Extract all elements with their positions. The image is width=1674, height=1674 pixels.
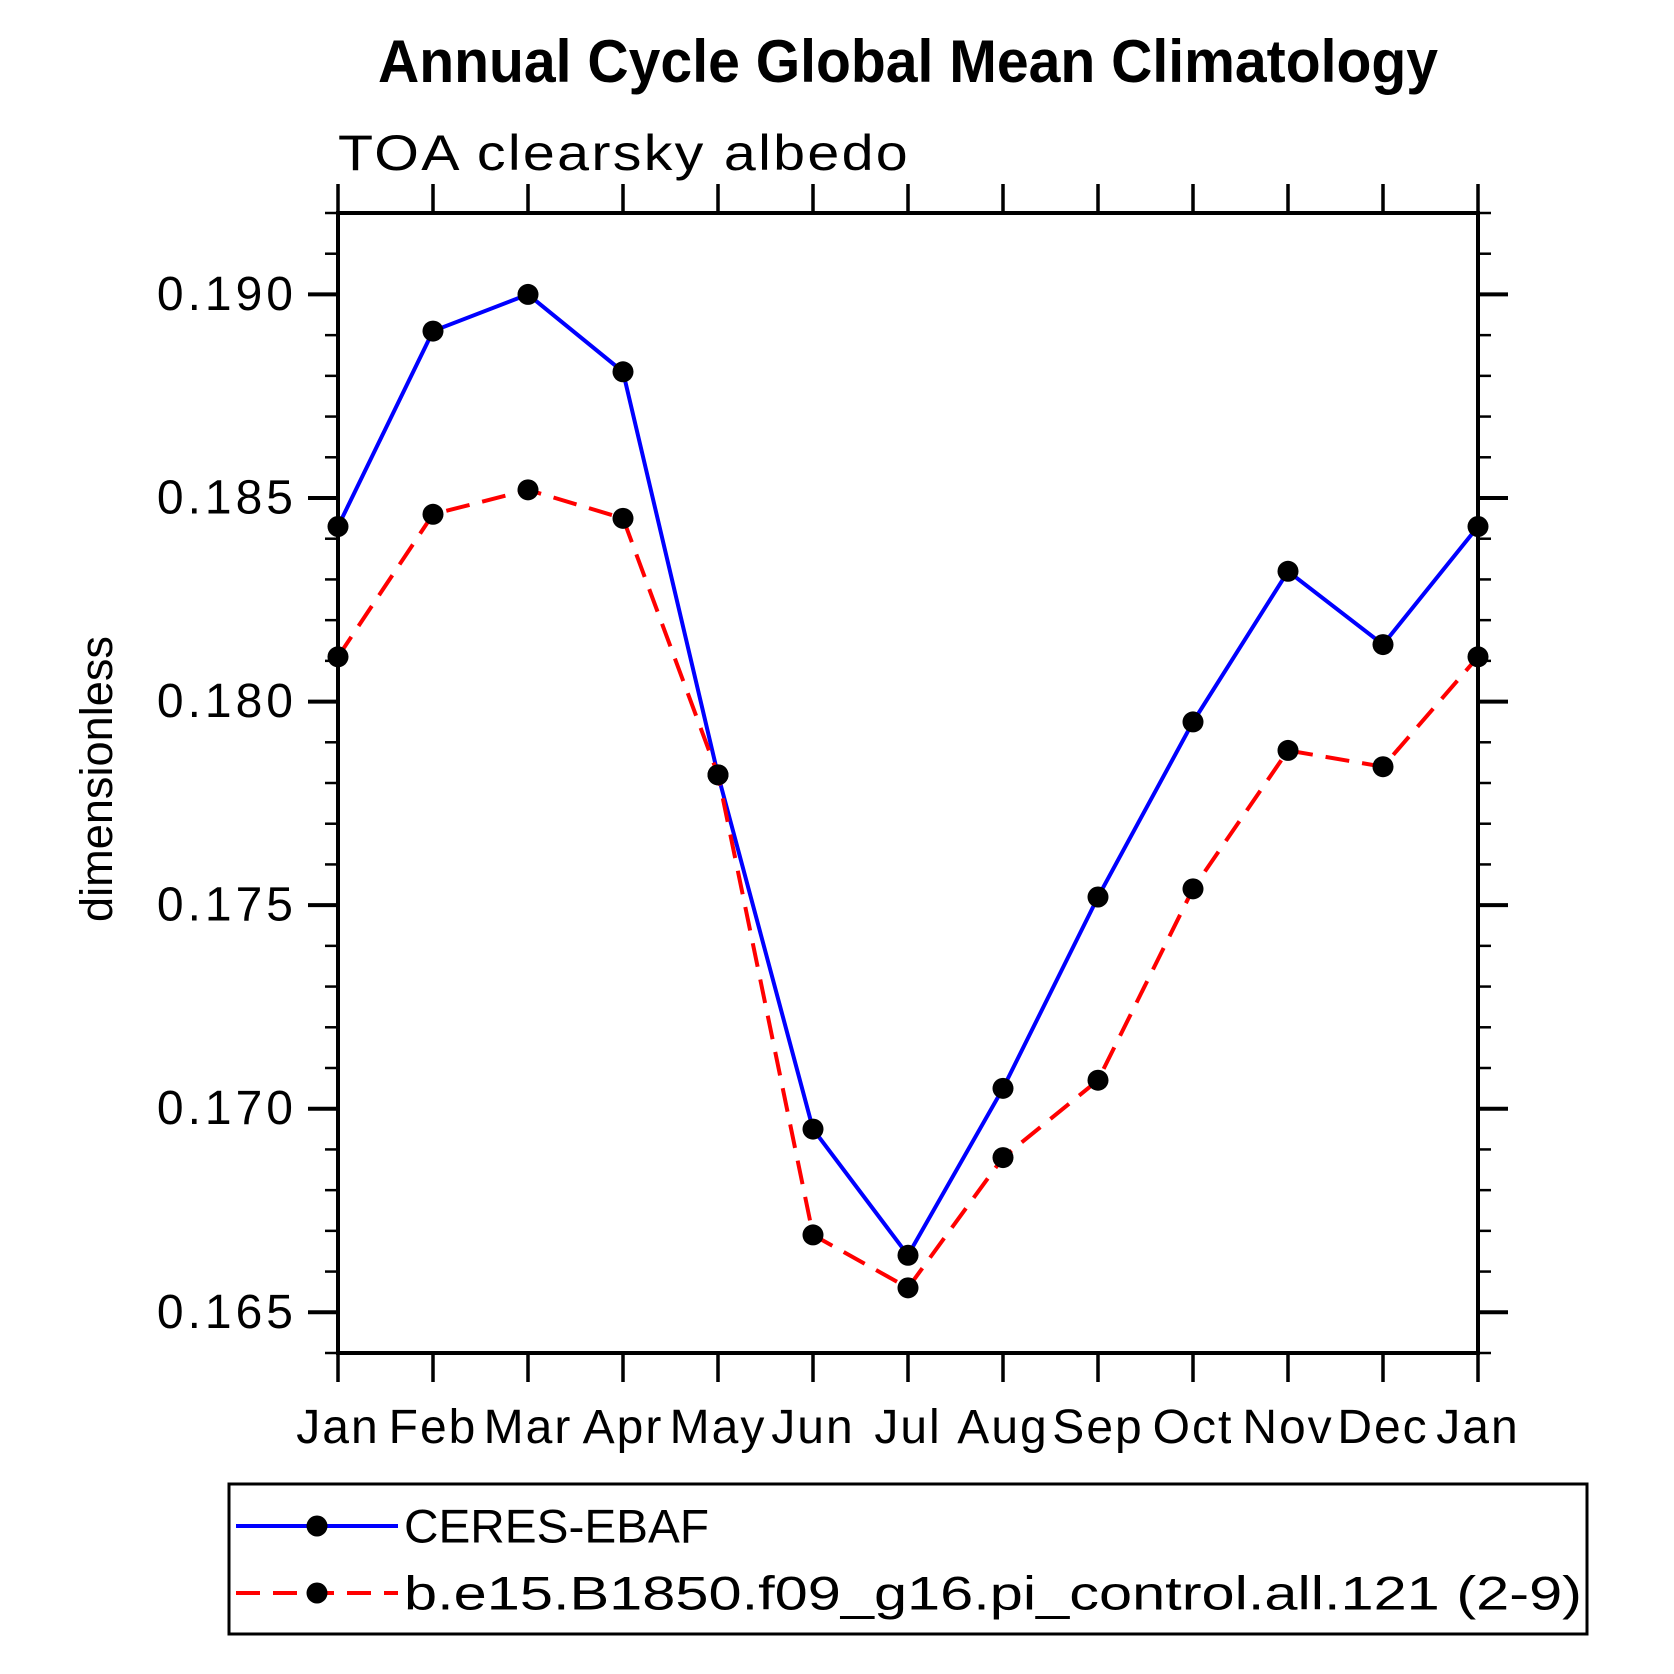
data-point-marker — [707, 764, 729, 786]
y-axis-tick-label: 0.180 — [157, 675, 297, 728]
data-point-marker — [422, 320, 444, 342]
data-point-marker — [1182, 711, 1204, 733]
data-point-marker — [897, 1277, 919, 1299]
x-axis-tick-label: Sep — [1052, 1401, 1143, 1454]
x-axis-tick-label: Jan — [1436, 1401, 1519, 1454]
y-axis-tick-label: 0.185 — [157, 472, 297, 525]
x-axis-tick-label: Dec — [1337, 1401, 1428, 1454]
chart-title: Annual Cycle Global Mean Climatology — [378, 28, 1439, 95]
data-point-marker — [1087, 886, 1109, 908]
chart-subtitle: TOA clearsky albedo — [338, 125, 910, 181]
y-axis-tick-label: 0.170 — [157, 1082, 297, 1135]
data-point-marker — [992, 1077, 1014, 1099]
x-axis-tick-label: Oct — [1153, 1401, 1234, 1454]
data-point-marker — [1087, 1069, 1109, 1091]
data-point-marker — [327, 646, 349, 668]
data-point-marker — [327, 516, 349, 537]
data-point-marker — [802, 1224, 824, 1246]
data-point-marker — [992, 1147, 1014, 1169]
y-axis-tick-label: 0.190 — [157, 268, 297, 321]
legend-box: CERES-EBAF b.e15.B1850.f09_g16.pi_contro… — [227, 1482, 1589, 1636]
data-point-marker — [1182, 878, 1204, 900]
series-line-ceres-ebaf — [336, 292, 1480, 1259]
x-axis-tick-label: Jul — [874, 1401, 941, 1454]
plot-frame — [336, 211, 1480, 1355]
axes-layer: Jan Feb Mar Apr May Jun Jul Aug Sep Oct Nov Dec Jan0… — [157, 184, 1519, 1454]
x-axis-tick-label: Nov — [1242, 1401, 1333, 1454]
x-axis-tick-label: Jan — [296, 1401, 379, 1454]
y-axis-label: dimensionless — [71, 636, 122, 922]
x-axis-tick-label: Mar — [484, 1401, 573, 1454]
data-point-marker — [422, 503, 444, 525]
data-point-marker — [1467, 516, 1489, 537]
x-axis-tick-label: Aug — [957, 1401, 1048, 1454]
x-axis-tick-label: May — [670, 1401, 767, 1454]
x-axis-tick-label: Feb — [389, 1401, 478, 1454]
y-axis-tick-label: 0.175 — [157, 879, 297, 932]
legend-border — [227, 1482, 1589, 1636]
x-axis-tick-label: Jun — [771, 1401, 854, 1454]
data-point-marker — [897, 1244, 919, 1266]
data-point-marker — [1467, 646, 1489, 668]
y-axis-tick-label: 0.165 — [157, 1286, 297, 1339]
legend-label-ceres: CERES-EBAF — [404, 1500, 709, 1553]
legend-label-model: b.e15.B1850.f09_g16.pi_control.all.121 (… — [404, 1567, 1582, 1620]
series-line-model — [336, 487, 1480, 1291]
data-point-marker — [612, 361, 634, 383]
legend-marker-circle-icon — [306, 1582, 328, 1604]
data-point-marker — [517, 479, 539, 501]
data-point-marker — [1277, 560, 1299, 582]
legend-marker-circle-icon — [306, 1515, 328, 1537]
x-axis-tick-label: Apr — [583, 1401, 664, 1454]
data-point-marker — [612, 507, 634, 529]
series-layer — [327, 283, 1489, 1299]
data-point-marker — [1372, 756, 1394, 778]
data-point-marker — [517, 283, 539, 305]
data-point-marker — [802, 1118, 824, 1140]
data-point-marker — [1277, 739, 1299, 761]
data-point-marker — [1372, 634, 1394, 656]
